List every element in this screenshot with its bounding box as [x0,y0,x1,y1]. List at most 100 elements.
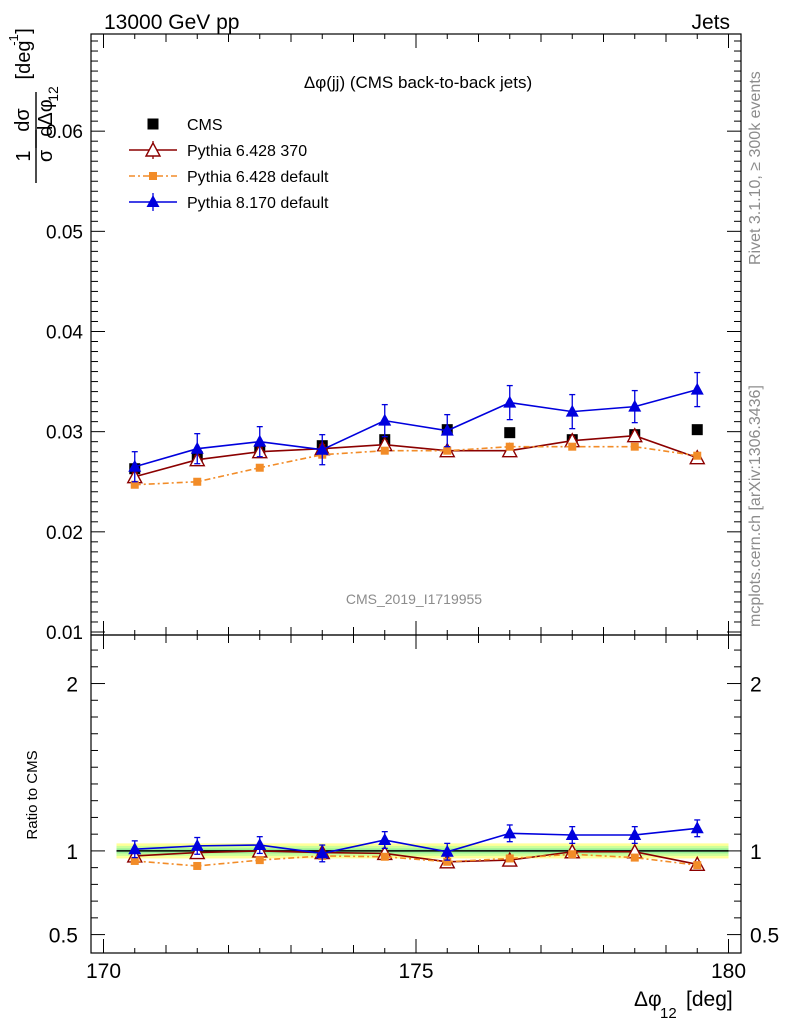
axes: 170 175 180 0.01 0.02 0.03 0.04 0.05 0.06 0.5 0.5 1… [46,33,779,983]
main-data-point [693,451,702,460]
rivet-version-label: Rivet 3.1.10, ≥ 300k events [747,71,764,265]
main-series-line [134,434,698,478]
ratio-data-point [565,828,579,841]
mcplots-source-label: mcplots.cern.ch [arXiv:1306.3436] [747,385,764,627]
main-y-tick-label: 0.06 [46,122,83,143]
ratio-data-point [503,826,517,839]
main-data-point [378,413,392,426]
ratio-series-line [134,827,698,855]
main-data-point [190,441,204,454]
main-series-line [134,388,698,468]
legend-label: Pythia 8.170 default [187,195,329,212]
main-data-point [503,395,517,408]
ratio-data-point [440,844,454,857]
main-data-point [443,446,452,455]
ratio-data-point [628,828,642,841]
ylabel-exp: -1 [6,34,21,46]
main-y-tick-label: 0.02 [46,523,83,544]
main-data-point [505,442,514,451]
ratio-data-point [690,821,704,834]
main-data-point [690,382,704,395]
ratio-data-point [193,861,202,870]
main-data-point [130,480,139,489]
legend-marker [147,118,159,130]
ratio-data-point [190,838,204,851]
legend-label: CMS [187,117,223,134]
ratio-y-tick-label-right: 1 [750,841,762,864]
data-series [126,371,706,871]
main-data-point [504,427,516,439]
legend-entry: Pythia 6.428 default [129,169,329,186]
main-data-point [691,424,703,436]
ratio-data-point [443,857,452,866]
main-data-point [628,399,642,412]
main-series-3 [128,371,704,483]
x-tick-label: 170 [86,960,121,983]
main-y-tick-label: 0.04 [46,322,83,343]
ratio-data-point [128,842,142,855]
ratio-data-point [130,856,139,865]
xlabel-symbol: Δφ [634,988,662,1011]
legend-entry: CMS [147,117,223,134]
xlabel-sub: 12 [660,1005,677,1022]
ylabel-sub: 12 [45,86,61,102]
ratio-data-point [255,856,264,865]
ylabel-d-num: dσ [12,108,34,132]
main-data-point [626,427,643,443]
legend-marker [146,195,160,207]
ratio-data-point [315,846,329,859]
main-y-tick-label: 0.01 [46,623,83,644]
ratio-series-line [134,850,698,866]
ratio-data-point [380,852,389,861]
main-series-2 [130,442,702,489]
legend-marker [149,172,157,180]
ratio-data-point [693,861,702,870]
ylabel-frac-den: σ [35,149,57,162]
xlabel-unit: [deg] [686,988,733,1011]
main-y-tick-label: 0.03 [46,423,83,444]
main-data-point [440,423,454,436]
ratio-y-tick-label-left: 2 [66,674,78,697]
main-data-point [193,477,202,486]
main-data-point [315,442,329,455]
ratio-y-axis-label: Ratio to CMS [24,750,41,839]
ratio-y-tick-label-left: 1 [66,841,78,864]
main-data-point [255,463,264,472]
main-series-line [134,445,698,486]
main-y-tick-label: 0.05 [46,222,83,243]
ratio-y-tick-label-right: 0.5 [750,925,779,948]
ratio-data-point [630,853,639,862]
ratio-plot-frame [90,634,742,954]
ylabel-d-den: dΔφ [35,99,57,136]
ylabel-close: ] [13,28,35,34]
ylabel-unit: [deg [13,41,35,80]
legend-marker [144,141,162,157]
x-tick-label: 180 [711,960,746,983]
legend: CMS Pythia 6.428 370 Pythia 6.428 default P… [129,117,329,212]
ratio-series-2 [128,819,704,863]
main-data-point [128,459,142,472]
process-label: Jets [691,11,730,34]
legend-entry: Pythia 6.428 370 [129,141,307,160]
energy-label: 13000 GeV pp [104,11,239,34]
analysis-id-label: CMS_2019_I1719955 [346,591,482,607]
legend-label: Pythia 6.428 370 [187,143,307,160]
main-y-axis-label: 1 σ dσ dΔφ 12 [deg -1 ] [6,28,61,183]
ratio-data-point [378,833,392,846]
main-data-point [630,442,639,451]
legend-label: Pythia 6.428 default [187,169,329,186]
ratio-data-point [568,850,577,859]
main-data-point [380,446,389,455]
main-series-1 [126,427,706,484]
ylabel-frac-num: 1 [13,150,35,161]
x-tick-label: 175 [398,960,433,983]
ratio-series-line [134,853,698,867]
main-data-point [565,404,579,417]
main-series-0 [129,424,703,475]
ratio-y-tick-label-right: 2 [750,674,762,697]
plot-title: Δφ(jj) (CMS back-to-back jets) [304,73,532,92]
ratio-data-point [505,854,514,863]
ratio-y-tick-label-left: 0.5 [49,925,78,948]
ratio-data-point [253,838,267,851]
main-data-point [568,442,577,451]
